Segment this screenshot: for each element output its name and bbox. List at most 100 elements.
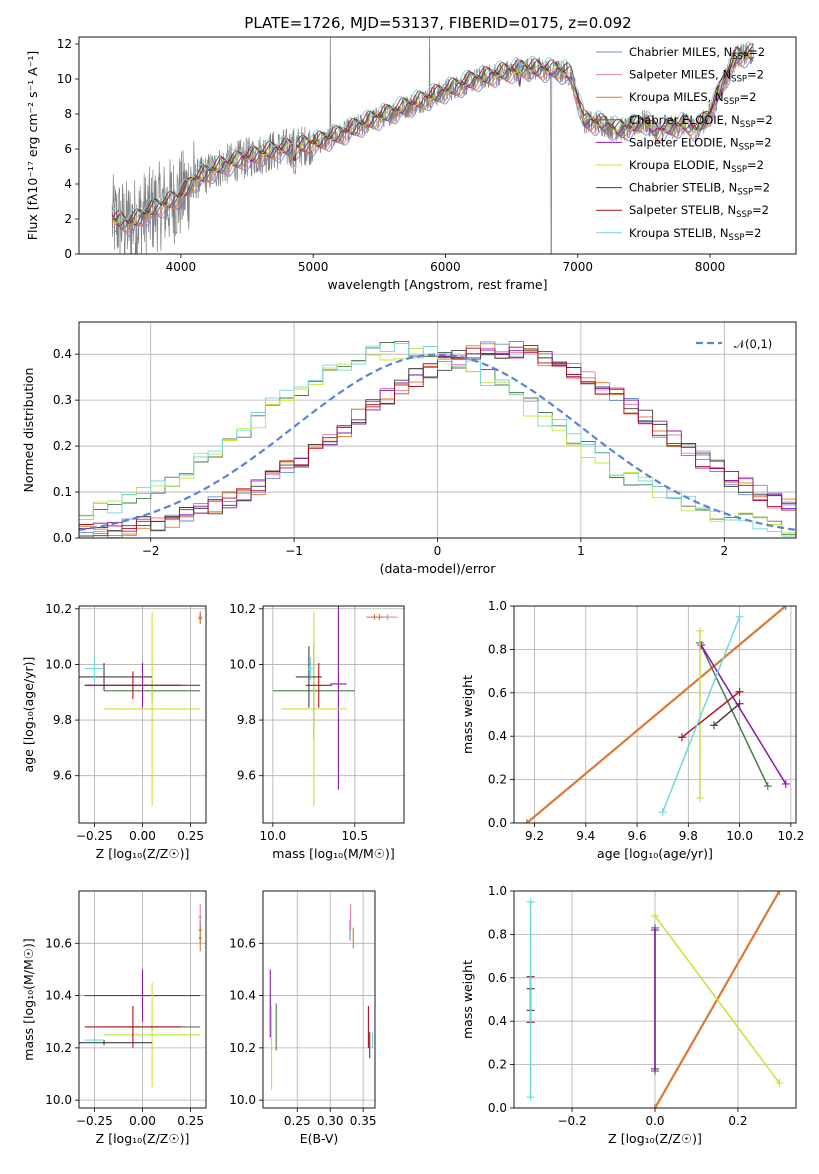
x-tick-label: 6000	[430, 260, 461, 274]
y-tick-label: 4	[64, 177, 72, 191]
x-tick-label: 10.0	[726, 829, 753, 843]
weight-marker	[735, 699, 744, 708]
weight-line	[700, 644, 787, 785]
y-tick-label: 0.2	[488, 1058, 507, 1072]
legend-label: 𝒩(0,1)	[734, 337, 772, 351]
y-tick-label: 0.0	[488, 816, 507, 830]
legend-label: Chabrier STELIB, NSSP=2	[629, 181, 770, 198]
spectrum-plot-area	[111, 37, 754, 254]
y-tick-label: 10	[57, 72, 72, 86]
weight-line	[661, 616, 741, 813]
y-tick-label: 8	[64, 107, 72, 121]
axes-frame	[78, 36, 797, 255]
weight_vs_Z-plot-area	[514, 891, 796, 1108]
x-tick-label: 0.30	[317, 1114, 344, 1128]
axes-frame	[513, 890, 797, 1109]
legend-label: Kroupa ELODIE, NSSP=2	[629, 158, 764, 175]
y-tick-label: 2	[64, 212, 72, 226]
normal-curve	[79, 353, 796, 531]
y-tick-label: 0.2	[488, 773, 507, 787]
age_vs_mass-plot-area	[263, 606, 404, 823]
mass_vs_ebv-panel: 0.25 0.30 0.35 10.0 10.2 10.4 10.6 E(B-V)	[229, 890, 377, 1146]
y-tick-label: 9.8	[237, 713, 256, 727]
y-tick-label: 10.0	[45, 1093, 72, 1107]
weight-marker	[695, 794, 704, 803]
y-tick-label: 0.3	[53, 393, 72, 407]
weight-marker	[775, 1079, 784, 1088]
y-tick-label: 10.6	[45, 936, 72, 950]
x-axis-label: (data-model)/error	[380, 561, 497, 576]
legend-label: Salpeter STELIB, NSSP=2	[629, 203, 769, 220]
x-tick-label: −1	[285, 544, 303, 558]
x-tick-label: 0.00	[129, 1114, 156, 1128]
y-axis-label: mass weight	[460, 675, 475, 754]
weight-marker	[651, 1064, 659, 1073]
weight-line	[654, 915, 781, 1084]
y-tick-label: 12	[57, 37, 72, 51]
x-axis-label: Z [log₁₀(Z/Z☉)]	[96, 1131, 190, 1146]
age_vs_Z-panel: −0.25 0.00 0.25 9.6 9.8 10.0 10.2 Z [log₁₀(Z/Z☉…	[21, 602, 207, 861]
y-tick-label: 0.4	[488, 1014, 507, 1028]
x-tick-label: 0.25	[177, 829, 204, 843]
weight-marker	[697, 641, 706, 650]
weight-marker	[709, 721, 718, 730]
axes-frame	[78, 890, 207, 1109]
weight-line	[699, 642, 769, 787]
x-axis-label: E(B-V)	[300, 1131, 339, 1146]
x-tick-label: 0.35	[350, 1114, 377, 1128]
spectrum-model-line	[111, 48, 754, 225]
y-tick-label: 9.6	[237, 769, 256, 783]
legend-label: Chabrier MILES, NSSP=2	[629, 45, 765, 62]
axes-frame	[262, 890, 376, 1109]
x-tick-label: 0.2	[728, 1114, 747, 1128]
x-axis-label: mass [log₁₀(M/M☉)]	[272, 846, 394, 861]
x-tick-label: 10.0	[259, 829, 286, 843]
weight-marker	[526, 1093, 535, 1102]
x-tick-label: 4000	[166, 260, 197, 274]
y-tick-label: 1.0	[488, 599, 507, 613]
weight-marker	[651, 926, 659, 935]
weight-marker	[526, 897, 535, 906]
weight-marker	[781, 779, 790, 788]
y-tick-label: 10.4	[229, 989, 256, 1003]
x-axis-label: age [log₁₀(age/yr)]	[597, 846, 713, 861]
mass_vs_Z-plot-area	[79, 891, 206, 1108]
age_vs_Z-plot-area	[79, 606, 206, 823]
x-tick-label: 0.0	[645, 1114, 664, 1128]
legend-label: Kroupa STELIB, NSSP=2	[629, 226, 761, 243]
mass_vs_Z-panel: −0.25 0.00 0.25 10.0 10.2 10.4 10.6 Z [log₁₀(Z/…	[21, 890, 207, 1146]
axes-frame	[78, 321, 797, 539]
y-axis-label: mass [log₁₀(M/M☉)]	[21, 938, 36, 1060]
weight_vs_age-panel: 9.2 9.4 9.6 9.8 10.0 10.2 0.0 0.2 0.4 0.6 0.8 1.0 ag…	[460, 599, 804, 861]
residual-histogram	[79, 343, 796, 537]
residuals-plot-area	[79, 322, 796, 538]
residual-histogram	[79, 346, 796, 537]
x-axis-label: wavelength [Angstrom, rest frame]	[327, 277, 547, 292]
weight-marker	[775, 891, 784, 895]
x-tick-label: 5000	[298, 260, 329, 274]
weight-marker	[651, 911, 659, 920]
y-axis-label: Flux [fλ10⁻¹⁷ erg cm⁻² s⁻¹ A⁻¹]	[25, 51, 40, 240]
y-tick-label: 0.0	[488, 1101, 507, 1115]
y-axis-label: Normed distribution	[21, 368, 36, 493]
y-tick-label: 6	[64, 142, 72, 156]
x-tick-label: −0.2	[557, 1114, 586, 1128]
axes-frame	[513, 605, 797, 824]
y-tick-label: 1.0	[488, 884, 507, 898]
weight-line	[681, 691, 741, 738]
y-tick-label: 0.8	[488, 927, 507, 941]
x-tick-label: 0.00	[129, 829, 156, 843]
x-axis-label: Z [log₁₀(Z/Z☉)]	[608, 1131, 702, 1146]
y-tick-label: 10.0	[45, 657, 72, 671]
x-tick-label: 9.4	[576, 829, 595, 843]
x-tick-label: 10.2	[778, 829, 805, 843]
legend-label: Salpeter MILES, NSSP=2	[629, 68, 764, 85]
x-tick-label: −0.25	[76, 1114, 113, 1128]
weight-marker	[695, 626, 704, 635]
x-tick-label: 2	[720, 544, 728, 558]
weight-marker	[735, 687, 744, 696]
y-tick-label: 0.1	[53, 485, 72, 499]
age_vs_mass-panel: 10.0 10.5 9.6 9.8 10.0 10.2 mass [log₁₀(M/M☉)]	[229, 602, 405, 861]
